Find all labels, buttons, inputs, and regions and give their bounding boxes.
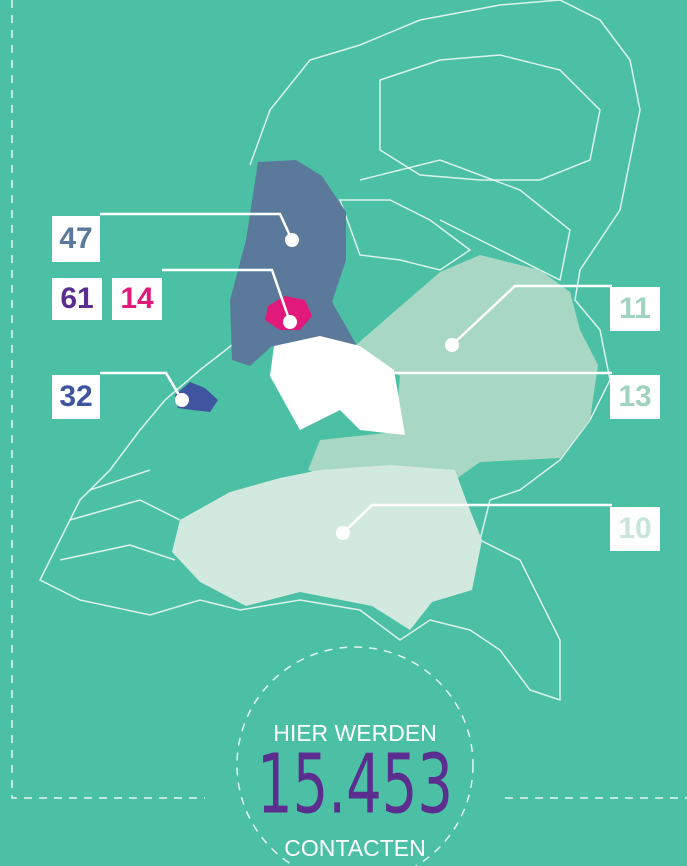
value-label: 11	[619, 292, 651, 325]
label-box	[610, 507, 660, 551]
label-box	[610, 287, 660, 331]
value-label: 32	[59, 380, 92, 413]
dot	[445, 338, 459, 352]
value-label: 14	[120, 282, 154, 315]
dashed-circle	[236, 646, 474, 866]
amsterdam	[265, 296, 312, 330]
label-box	[112, 278, 162, 320]
leader-line	[162, 268, 292, 323]
coast-outline	[59, 469, 181, 561]
leader-line	[325, 371, 612, 396]
country-outline	[38, 0, 641, 702]
leader-line	[342, 503, 612, 534]
dots	[175, 233, 459, 540]
total-bottom: CONTACTEN	[284, 835, 425, 861]
province-outline	[338, 199, 472, 271]
province-outline	[379, 54, 601, 181]
total-number: 15.453	[257, 737, 453, 832]
province-outline	[359, 159, 571, 282]
value-label: 61	[60, 282, 93, 315]
leader-line	[451, 284, 612, 346]
label-box	[610, 375, 660, 419]
value-label: 10	[618, 512, 651, 545]
dot	[175, 393, 189, 407]
leader-line	[100, 371, 184, 401]
label-box	[52, 278, 102, 320]
noord-holland	[230, 160, 356, 366]
dashed-frame	[11, 0, 687, 799]
value-label: 13	[618, 380, 651, 413]
dot	[283, 315, 297, 329]
dot	[319, 388, 333, 402]
value-label: 47	[59, 222, 92, 255]
dot	[285, 233, 299, 247]
leader-line	[100, 212, 294, 241]
dot	[336, 526, 350, 540]
label-box	[52, 216, 100, 262]
total-top: HIER WERDEN	[273, 720, 437, 746]
label-box	[52, 375, 100, 419]
